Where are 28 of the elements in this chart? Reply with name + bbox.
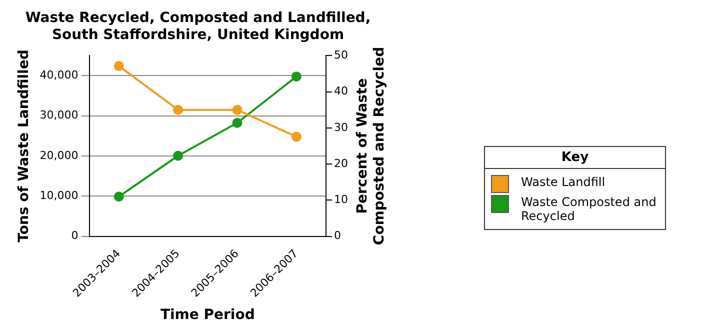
point — [114, 192, 124, 202]
legend-title: Key — [485, 147, 665, 169]
legend-label: Waste Landfill — [521, 175, 606, 189]
point — [232, 104, 242, 115]
legend-label: Waste Composted and Recycled — [521, 195, 658, 223]
point — [291, 132, 302, 142]
point — [232, 118, 242, 128]
x-axis-title: Time Period — [160, 307, 255, 324]
point — [173, 150, 184, 161]
y2-tick-label: 20 — [334, 156, 348, 170]
y2-tick-label: 40 — [334, 84, 348, 98]
y-tick-label: 30,000 — [40, 108, 78, 122]
y2-tick-label: 10 — [334, 193, 348, 206]
y2-tick-label: 30 — [334, 120, 348, 134]
text: Waste Recycled, Composted and Landfilled, — [25, 10, 371, 26]
y-tick-label: 0 — [71, 229, 78, 242]
point — [291, 72, 302, 82]
y-tick-label: 40,000 — [40, 68, 78, 82]
y-tick-label: 10,000 — [40, 189, 78, 202]
y2-tick-label: 50 — [334, 48, 348, 62]
y-tick-label: 20,000 — [40, 148, 78, 162]
point — [114, 61, 124, 72]
point — [173, 104, 184, 115]
text: South Staffordshire, United Kingdom — [52, 26, 344, 43]
y2-tick-label: 0 — [334, 229, 341, 242]
text: Percent of Waste — [354, 78, 371, 214]
y-axis-title: Tons of Waste Landfilled — [16, 50, 32, 242]
text: Composted and Recycled — [372, 46, 388, 246]
